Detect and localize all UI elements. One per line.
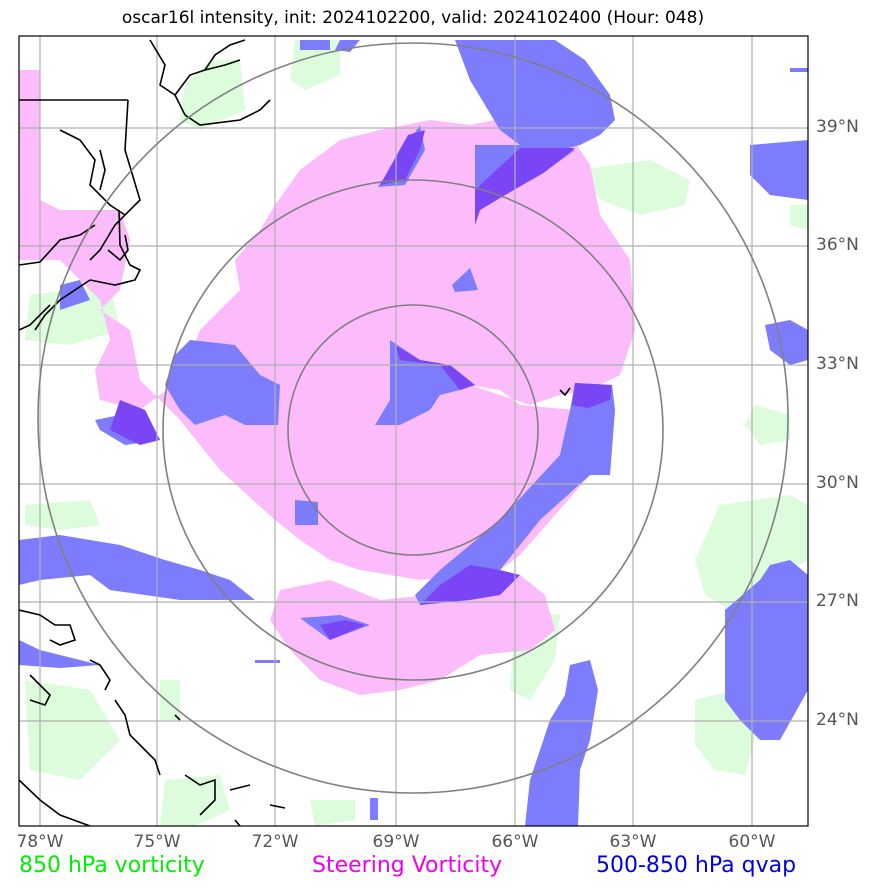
range-ring-inner <box>287 304 539 556</box>
coastlines <box>19 39 571 826</box>
range-ring-middle <box>162 179 664 681</box>
lat-label-36: 36°N <box>816 235 859 255</box>
lat-label-27: 27°N <box>816 591 859 611</box>
lon-label-72: 72°W <box>251 832 299 852</box>
legend-850-vorticity: 850 hPa vorticity <box>19 853 205 878</box>
lat-label-39: 39°N <box>816 117 859 137</box>
lat-label-30: 30°N <box>816 473 859 493</box>
lat-label-24: 24°N <box>816 710 859 730</box>
plot-frame <box>18 35 809 827</box>
legend-qvap: 500-850 hPa qvap <box>596 853 797 878</box>
range-ring-outer <box>37 42 789 794</box>
lon-label-69: 69°W <box>372 832 420 852</box>
lon-label-63: 63°W <box>609 832 657 852</box>
lon-label-60: 60°W <box>728 832 776 852</box>
map-title: oscar16l intensity, init: 2024102200, va… <box>121 8 705 28</box>
legend-steering-vorticity: Steering Vorticity <box>312 853 503 878</box>
lon-label-66: 66°W <box>491 832 539 852</box>
lat-label-33: 33°N <box>816 354 859 374</box>
graticule <box>19 36 808 826</box>
overlap-fields <box>110 130 612 640</box>
range-rings <box>37 42 789 794</box>
lon-label-75: 75°W <box>133 832 181 852</box>
qvap-fields <box>19 40 808 826</box>
lon-label-78: 78°W <box>16 832 64 852</box>
